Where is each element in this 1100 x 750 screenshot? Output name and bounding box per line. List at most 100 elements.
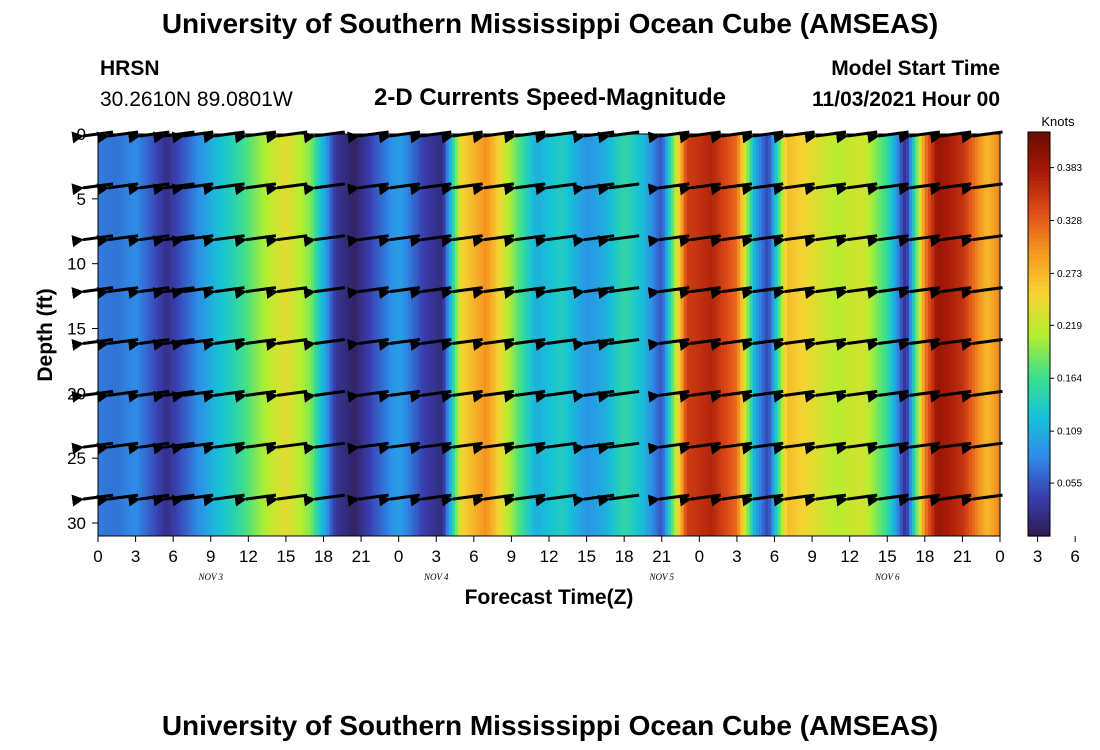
colorbar-segment: [1028, 334, 1050, 339]
heat-cell: [279, 134, 284, 536]
colorbar-segment: [1028, 289, 1050, 295]
heat-cell: [646, 134, 650, 536]
heat-cell: [304, 134, 309, 536]
colorbar-segment: [1028, 200, 1050, 206]
heat-cell: [693, 134, 697, 536]
heat-cell: [617, 134, 622, 536]
heat-cell: [721, 134, 725, 536]
colorbar-segment: [1028, 338, 1050, 343]
footer-title: University of Southern Mississippi Ocean…: [161, 710, 939, 741]
day-label: NOV 5: [648, 572, 674, 582]
colorbar-tick-label: 0.273: [1057, 269, 1082, 280]
colorbar-segment: [1028, 426, 1050, 432]
heat-cell: [733, 134, 738, 536]
x-tick-label: 12: [840, 547, 859, 566]
heat-cell: [749, 134, 754, 536]
current-vector: [535, 182, 577, 196]
colorbar-segment: [1028, 487, 1050, 493]
model-start-label: Model Start Time: [831, 57, 1000, 80]
heat-cell: [799, 134, 804, 536]
colorbar-segment: [1028, 257, 1050, 262]
heat-cell: [633, 134, 638, 536]
heat-cell: [683, 134, 688, 536]
heat-cell: [498, 134, 503, 536]
colorbar-segment: [1028, 406, 1050, 412]
heat-cell: [689, 134, 694, 536]
colorbar-segment: [1028, 398, 1050, 404]
heat-cell: [129, 134, 134, 536]
colorbar-segment: [1028, 410, 1050, 416]
heat-cell: [956, 134, 960, 536]
heat-cell: [940, 134, 945, 536]
colorbar-segment: [1028, 241, 1050, 246]
heat-cell: [583, 134, 588, 536]
heat-cell: [705, 134, 710, 536]
heat-cell: [154, 134, 159, 536]
heat-cell: [671, 134, 675, 536]
heat-cell: [724, 134, 729, 536]
current-vector: [597, 234, 640, 248]
colorbar-segment: [1028, 220, 1050, 226]
heat-cell: [461, 134, 466, 536]
heat-cell: [768, 134, 772, 536]
heat-cell: [545, 134, 550, 536]
day-label: NOV 3: [197, 572, 223, 582]
heat-cell: [765, 134, 769, 536]
colorbar-segment: [1028, 325, 1050, 331]
heat-cell: [530, 134, 534, 536]
heat-cell: [990, 134, 995, 536]
current-vector: [535, 234, 577, 248]
heat-cell: [170, 134, 174, 536]
colorbar-segment: [1028, 354, 1050, 359]
heat-cell: [877, 134, 882, 536]
heat-cell: [840, 134, 844, 536]
heat-cell: [386, 134, 390, 536]
heat-cell: [996, 134, 1001, 536]
colorbar-tick-label: 0.328: [1057, 216, 1082, 227]
heat-cell: [185, 134, 190, 536]
heat-cell: [589, 134, 594, 536]
heat-cell: [289, 134, 293, 536]
heat-cell: [830, 134, 835, 536]
heat-cell: [119, 134, 124, 536]
heat-cell: [326, 134, 331, 536]
colorbar-segment: [1028, 507, 1050, 513]
heat-cell: [166, 134, 171, 536]
heat-cell: [476, 134, 481, 536]
colorbar-segment: [1028, 394, 1050, 400]
colorbar-segment: [1028, 378, 1050, 384]
x-tick-label: 3: [732, 547, 741, 566]
heat-cell: [652, 134, 657, 536]
heat-cell: [859, 134, 863, 536]
colorbar-segment: [1028, 309, 1050, 315]
heat-cell: [270, 134, 274, 536]
current-vector: [265, 234, 308, 248]
heat-cell: [138, 134, 143, 536]
heat-cell: [746, 134, 751, 536]
heat-cell: [514, 134, 519, 536]
colorbar-segment: [1028, 503, 1050, 509]
colorbar-segment: [1028, 152, 1050, 157]
heat-cell: [217, 134, 221, 536]
colorbar-segment: [1028, 430, 1050, 436]
heat-cell: [523, 134, 528, 536]
current-vector: [961, 338, 1003, 351]
heat-cell: [473, 134, 478, 536]
heat-cell: [896, 134, 901, 536]
colorbar-segment: [1028, 245, 1050, 250]
current-vector: [265, 338, 308, 351]
heat-cell: [821, 134, 826, 536]
colorbar-segment: [1028, 443, 1050, 448]
heat-cell: [818, 134, 823, 536]
heat-cell: [884, 134, 888, 536]
heat-cell: [367, 134, 372, 536]
heat-cell: [213, 134, 218, 536]
x-tick-label: 15: [577, 547, 596, 566]
day-labels: NOV 3 NOV 4 NOV 5 NOV 6: [197, 572, 900, 582]
heat-cell: [611, 134, 616, 536]
heat-cell: [658, 134, 663, 536]
colorbar-segment: [1028, 192, 1050, 198]
heat-cell: [492, 134, 497, 536]
heat-cell: [711, 134, 716, 536]
